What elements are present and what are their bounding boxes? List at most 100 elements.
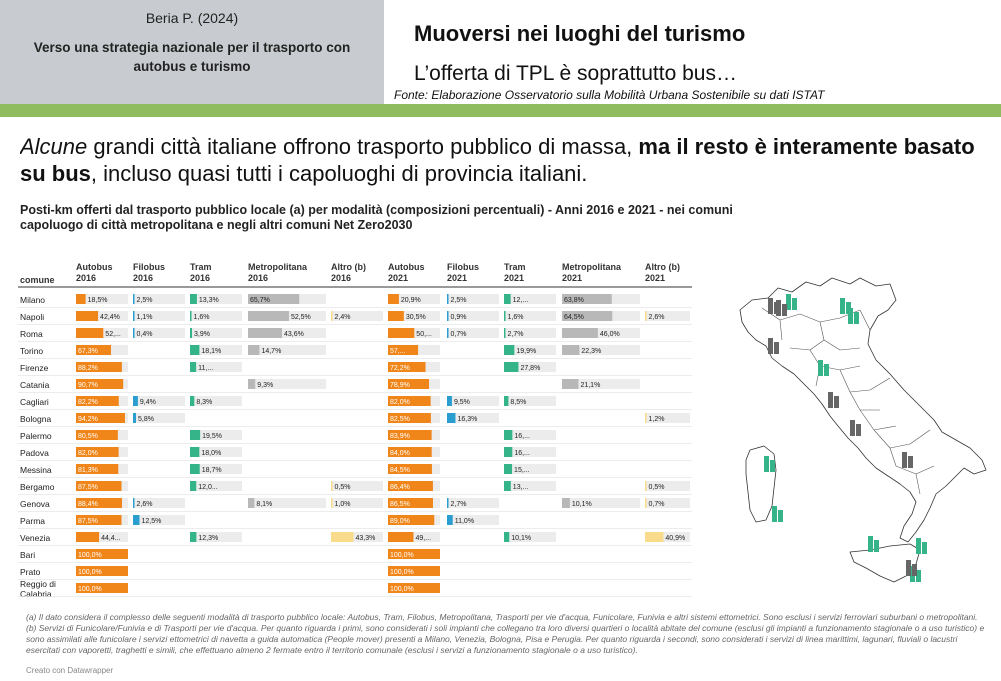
row-city-label: Cagliari <box>20 397 49 407</box>
sardinia-outline <box>745 445 777 523</box>
bar-autobus <box>388 362 426 372</box>
bar-value-label: 14,7% <box>261 348 281 355</box>
bar-value-label: 84,5% <box>390 467 410 474</box>
bar-value-label: 43,6% <box>284 331 304 338</box>
city-building-icon <box>772 506 783 522</box>
bar-altro <box>331 311 333 321</box>
bar-autobus <box>388 311 404 321</box>
bar-value-label: 8,5% <box>510 399 526 406</box>
bar-value-label: 12,3% <box>198 535 218 542</box>
bar-value-label: 88,2% <box>78 365 98 372</box>
bar-track <box>504 311 556 321</box>
bar-track <box>562 498 640 508</box>
italy-mainland-outline <box>739 277 987 543</box>
bar-value-label: 13,3% <box>199 297 219 304</box>
bar-value-label: 0,5% <box>649 484 665 491</box>
modal-share-table: comune Autobus 2016 Filobus 2016 Tram 2016 Metr… <box>18 262 692 599</box>
bar-value-label: 19,5% <box>202 433 222 440</box>
bar-track <box>331 481 383 491</box>
bar-altro <box>645 311 647 321</box>
bar-autobus <box>388 532 414 542</box>
row-city-label: Milano <box>20 295 45 305</box>
bar-value-label: 80,5% <box>78 433 98 440</box>
bar-value-label: 1,2% <box>649 416 665 423</box>
bar-value-label: 0,7% <box>649 501 665 508</box>
bar-track <box>248 345 326 355</box>
row-city-label: Bologna <box>20 414 51 424</box>
bar-track <box>504 481 556 491</box>
bar-track <box>504 345 556 355</box>
bar-value-label: 86,5% <box>390 501 410 508</box>
bar-track <box>248 379 326 389</box>
bar-value-label: 22,3% <box>581 348 601 355</box>
bar-track <box>133 328 185 338</box>
bar-metropolitana <box>248 379 256 389</box>
bar-track <box>331 532 383 542</box>
bar-value-label: 43,3% <box>356 535 376 542</box>
row-city-label: Roma <box>20 329 43 339</box>
row-city-label: Bari <box>20 550 35 560</box>
italy-map <box>739 277 987 583</box>
bar-track <box>447 328 499 338</box>
bar-altro <box>331 532 354 542</box>
bar-value-label: 2,5% <box>137 297 153 304</box>
row-city-label: Genova <box>20 499 50 509</box>
city-building-icon <box>764 456 775 472</box>
bar-value-label: 2,7% <box>451 501 467 508</box>
bar-value-label: 84,0% <box>390 450 410 457</box>
bar-value-label: 89,0% <box>390 518 410 525</box>
bar-filobus <box>133 515 140 525</box>
bar-value-label: 40,9% <box>665 535 685 542</box>
bar-track <box>388 532 440 542</box>
row-city-label: Napoli <box>20 312 44 322</box>
bar-autobus <box>76 566 128 576</box>
bar-altro <box>331 498 333 508</box>
bar-track <box>447 498 499 508</box>
bar-value-label: 19,9% <box>516 348 536 355</box>
lead-bold: ma il resto è interamente basato su bus <box>20 134 975 186</box>
col-header: Tram 2016 <box>190 262 212 283</box>
bar-filobus <box>447 413 456 423</box>
bar-value-label: 1,1% <box>137 314 153 321</box>
bar-value-label: 1,0% <box>335 501 351 508</box>
lead-italic: Alcune <box>20 134 88 159</box>
bar-value-label: 42,4% <box>100 314 120 321</box>
bar-tram <box>504 532 510 542</box>
header-divider <box>0 104 1001 117</box>
row-city-label: Messina <box>20 465 52 475</box>
bar-autobus <box>76 583 128 593</box>
bar-autobus <box>388 481 433 491</box>
bar-track <box>190 464 242 474</box>
bar-value-label: 78,9% <box>390 382 410 389</box>
bar-value-label: 86,4% <box>390 484 410 491</box>
bar-track <box>133 413 185 423</box>
bar-filobus <box>133 328 135 338</box>
col-header: Metropolitana 2016 <box>248 262 308 283</box>
bar-track <box>331 498 383 508</box>
bar-value-label: 12,5% <box>142 518 162 525</box>
bar-value-label: 3,9% <box>194 331 210 338</box>
bar-track <box>562 379 640 389</box>
col-header: Metropolitana 2021 <box>562 262 622 283</box>
row-city-label: Palermo <box>20 431 52 441</box>
bar-value-label: 0,9% <box>451 314 467 321</box>
bar-tram <box>504 481 511 491</box>
bar-track <box>248 498 326 508</box>
bar-autobus <box>76 362 122 372</box>
bar-value-label: 16,... <box>514 450 530 457</box>
bar-metropolitana <box>248 311 289 321</box>
bar-autobus <box>76 549 128 559</box>
bar-value-label: 50,... <box>416 331 432 338</box>
bar-autobus <box>76 498 122 508</box>
bar-value-label: 8,3% <box>196 399 212 406</box>
bar-value-label: 11,... <box>198 365 213 372</box>
bar-autobus <box>388 515 435 525</box>
bar-tram <box>504 328 506 338</box>
bar-value-label: 10,1% <box>511 535 531 542</box>
bar-autobus <box>388 447 432 457</box>
bar-track <box>190 345 242 355</box>
bar-value-label: 64,5% <box>564 314 584 321</box>
col-header: Filobus 2016 <box>133 262 165 283</box>
bar-autobus <box>76 396 119 406</box>
bar-filobus <box>447 515 453 525</box>
